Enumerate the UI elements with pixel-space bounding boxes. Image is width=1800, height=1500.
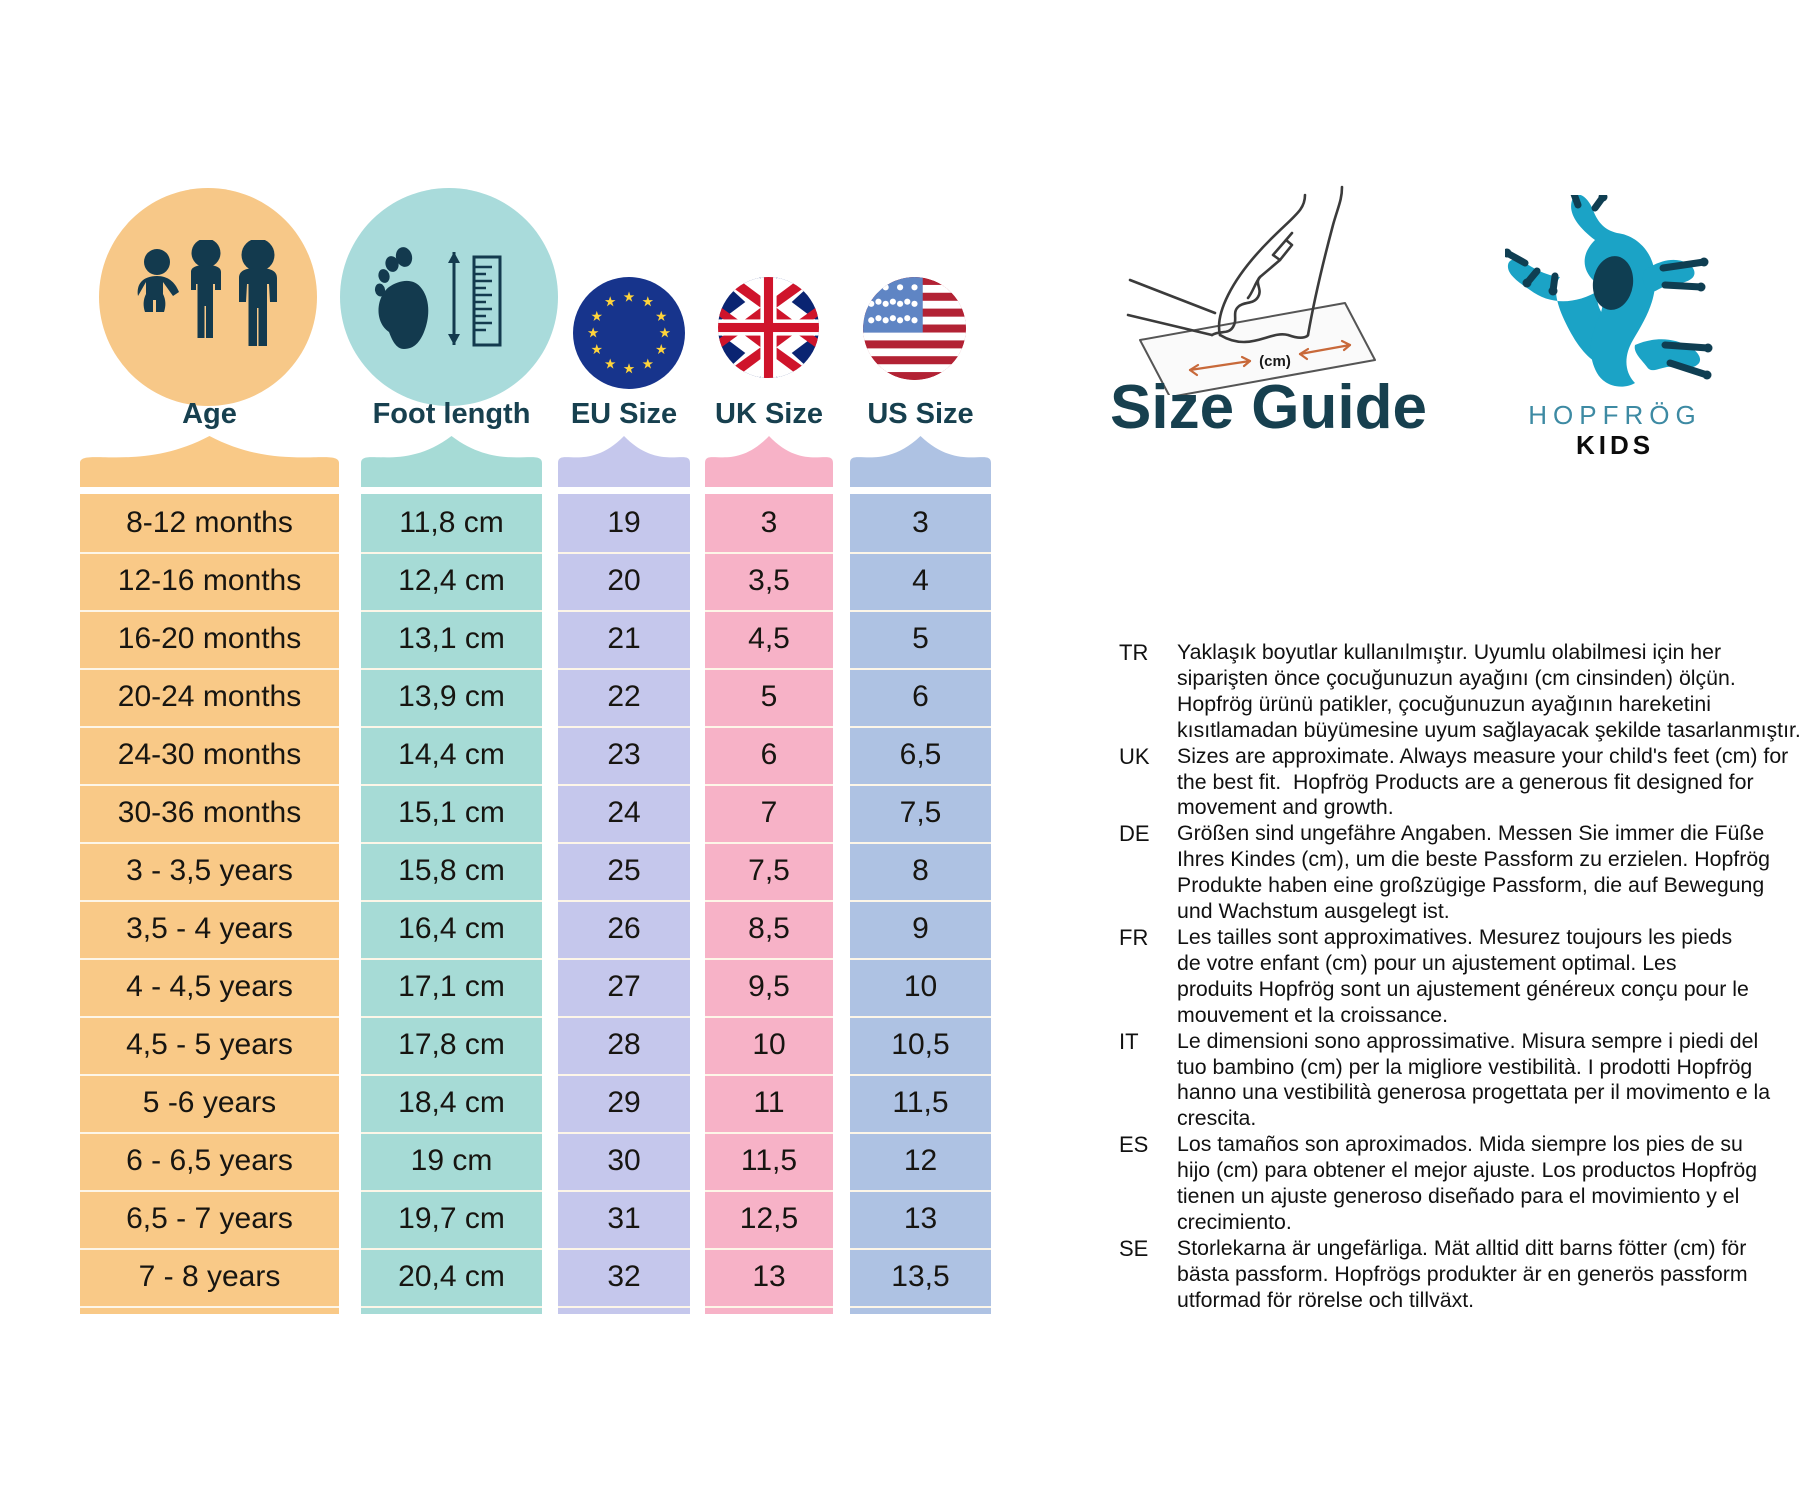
svg-text:(cm): (cm) xyxy=(1259,353,1291,370)
